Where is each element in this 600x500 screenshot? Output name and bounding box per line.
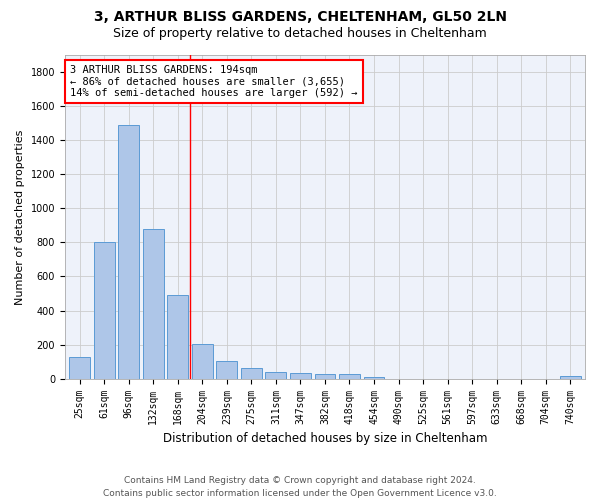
Bar	[143, 229, 164, 378]
Y-axis label: Number of detached properties: Number of detached properties	[15, 129, 25, 304]
Bar	[241, 368, 262, 378]
Bar	[560, 376, 581, 378]
Bar	[94, 242, 115, 378]
Bar	[192, 344, 213, 378]
Bar	[339, 374, 360, 378]
Text: Contains HM Land Registry data © Crown copyright and database right 2024.
Contai: Contains HM Land Registry data © Crown c…	[103, 476, 497, 498]
Bar	[167, 295, 188, 378]
X-axis label: Distribution of detached houses by size in Cheltenham: Distribution of detached houses by size …	[163, 432, 487, 445]
Bar	[69, 358, 90, 378]
Bar	[217, 361, 237, 378]
Bar	[118, 125, 139, 378]
Bar	[290, 372, 311, 378]
Bar	[364, 377, 385, 378]
Text: 3, ARTHUR BLISS GARDENS, CHELTENHAM, GL50 2LN: 3, ARTHUR BLISS GARDENS, CHELTENHAM, GL5…	[94, 10, 506, 24]
Text: Size of property relative to detached houses in Cheltenham: Size of property relative to detached ho…	[113, 28, 487, 40]
Bar	[314, 374, 335, 378]
Text: 3 ARTHUR BLISS GARDENS: 194sqm
← 86% of detached houses are smaller (3,655)
14% : 3 ARTHUR BLISS GARDENS: 194sqm ← 86% of …	[70, 64, 358, 98]
Bar	[265, 372, 286, 378]
